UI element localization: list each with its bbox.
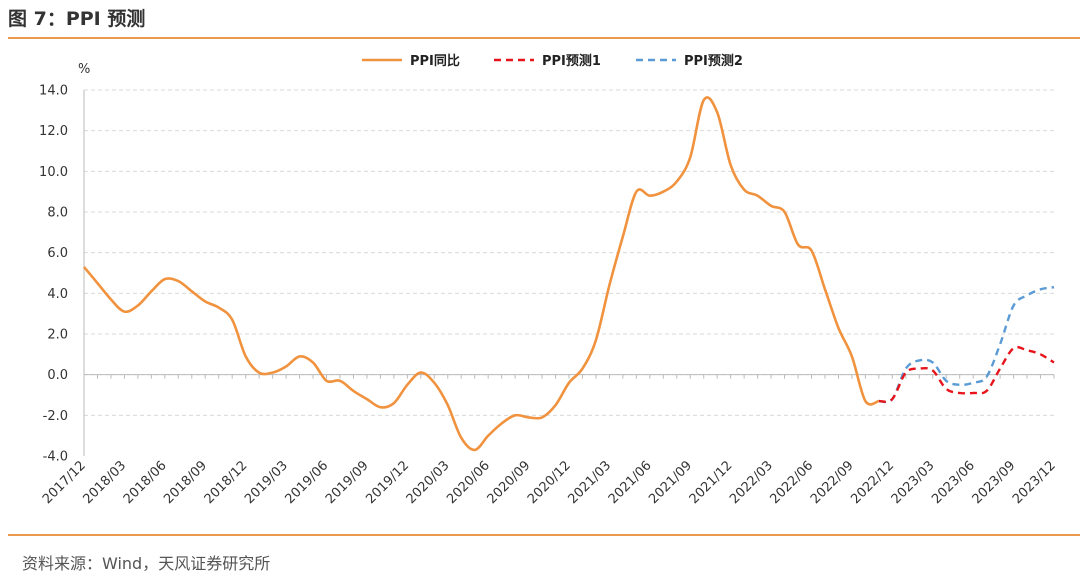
x-tick-label: 2021/06 <box>606 458 655 507</box>
y-tick-label: 6.0 <box>47 246 68 261</box>
series-lines <box>82 96 1055 452</box>
x-tick-label: 2021/09 <box>646 458 695 507</box>
x-tick-label: 2019/06 <box>283 458 332 507</box>
legend-label: PPI同比 <box>410 53 460 69</box>
title-rule <box>8 37 1080 39</box>
x-tick-label: 2023/09 <box>970 458 1019 507</box>
x-axis-ticks <box>83 374 1055 379</box>
x-tick-label: 2021/12 <box>687 458 736 507</box>
legend-label: PPI预测1 <box>542 53 601 69</box>
series-line-1 <box>82 96 880 452</box>
y-tick-label: 8.0 <box>47 206 68 221</box>
chart: PPI同比 PPI预测1 PPI预测2 % -4.0 -2.0 0.0 2.0 4.0 6.0… <box>39 53 1059 507</box>
y-tick-label: 4.0 <box>47 287 68 302</box>
y-tick-label: -4.0 <box>43 450 68 465</box>
x-tick-label: 2020/12 <box>525 458 574 507</box>
x-tick-label: 2023/06 <box>929 458 978 507</box>
x-tick-label: 2022/03 <box>727 458 776 507</box>
x-tick-label: 2020/06 <box>444 458 493 507</box>
source-rule <box>8 534 1080 536</box>
source-note: 资料来源：Wind，天风证券研究所 <box>22 554 271 573</box>
x-tick-label: 2018/03 <box>80 458 129 507</box>
figure-title: 图 7：PPI 预测 <box>8 8 146 30</box>
x-tick-label: 2021/03 <box>565 458 614 507</box>
x-tick-label: 2023/12 <box>1010 458 1059 507</box>
x-tick-label: 2018/09 <box>161 458 210 507</box>
y-tick-label: 14.0 <box>39 84 68 99</box>
y-tick-label: -2.0 <box>43 409 68 424</box>
x-tick-labels: 2017/122018/032018/062018/092018/122019/… <box>40 458 1059 507</box>
x-tick-label: 2022/06 <box>768 458 817 507</box>
y-tick-label: 10.0 <box>39 165 68 180</box>
series-line-3 <box>878 286 1055 404</box>
y-axis-unit: % <box>78 62 90 77</box>
x-tick-label: 2017/12 <box>40 458 89 507</box>
x-tick-label: 2018/06 <box>121 458 170 507</box>
x-tick-label: 2020/03 <box>404 458 453 507</box>
x-tick-label: 2019/03 <box>242 458 291 507</box>
y-tick-label: 0.0 <box>47 368 68 383</box>
x-tick-label: 2018/12 <box>202 458 251 507</box>
x-tick-label: 2019/09 <box>323 458 372 507</box>
legend-label: PPI预测2 <box>684 53 743 69</box>
x-tick-label: 2023/03 <box>889 458 938 507</box>
legend: PPI同比 PPI预测1 PPI预测2 <box>362 53 743 69</box>
x-tick-label: 2022/09 <box>808 458 857 507</box>
y-tick-label: 2.0 <box>47 328 68 343</box>
x-tick-label: 2022/12 <box>848 458 897 507</box>
y-tick-labels: -4.0 -2.0 0.0 2.0 4.0 6.0 8.0 10.0 12.0 14.0 <box>39 84 68 465</box>
x-tick-label: 2019/12 <box>363 458 412 507</box>
y-tick-label: 12.0 <box>39 124 68 139</box>
x-tick-label: 2020/09 <box>485 458 534 507</box>
